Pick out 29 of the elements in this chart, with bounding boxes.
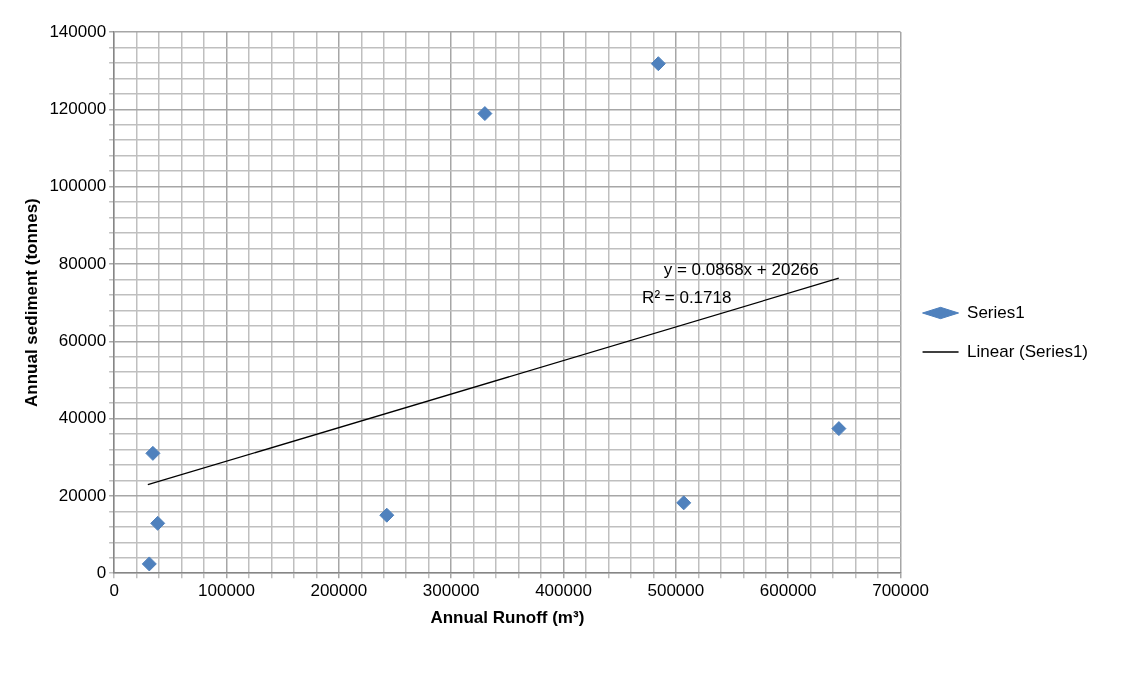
y-axis-title: Annual sediment (tonnes): [21, 198, 41, 407]
point: [676, 495, 692, 511]
x-tick-label: 100000: [198, 581, 255, 601]
x-tick-label: 200000: [310, 581, 368, 601]
y-tick-label: 100000: [49, 176, 107, 196]
point: [379, 507, 395, 523]
x-tick-label: 500000: [647, 581, 705, 601]
point: [650, 56, 666, 72]
y-tick-label: 40000: [58, 408, 107, 428]
x-tick-label: 700000: [872, 581, 929, 601]
x-tick-label: 400000: [535, 581, 592, 601]
point: [145, 445, 161, 461]
y-tick-label: 60000: [58, 330, 107, 350]
y-tick-label: 140000: [49, 21, 107, 41]
x-tick-label: 600000: [759, 581, 817, 601]
y-tick-label: 80000: [58, 253, 107, 273]
legend-label: Series1: [967, 302, 1025, 322]
y-tick-label: 0: [96, 562, 107, 582]
x-axis-title: Annual Runoff (m³): [430, 608, 585, 628]
point: [141, 556, 157, 572]
x-tick-label: 300000: [422, 581, 480, 601]
y-tick-label: 120000: [49, 99, 107, 118]
annotation: R² = 0.1718: [642, 287, 732, 307]
point: [150, 515, 166, 531]
point: [831, 421, 847, 437]
legend-label: Linear (Series1): [967, 341, 1089, 361]
y-tick-label: 20000: [58, 485, 107, 505]
point: [477, 106, 493, 122]
annotation: y = 0.0868x + 20266: [663, 259, 819, 279]
